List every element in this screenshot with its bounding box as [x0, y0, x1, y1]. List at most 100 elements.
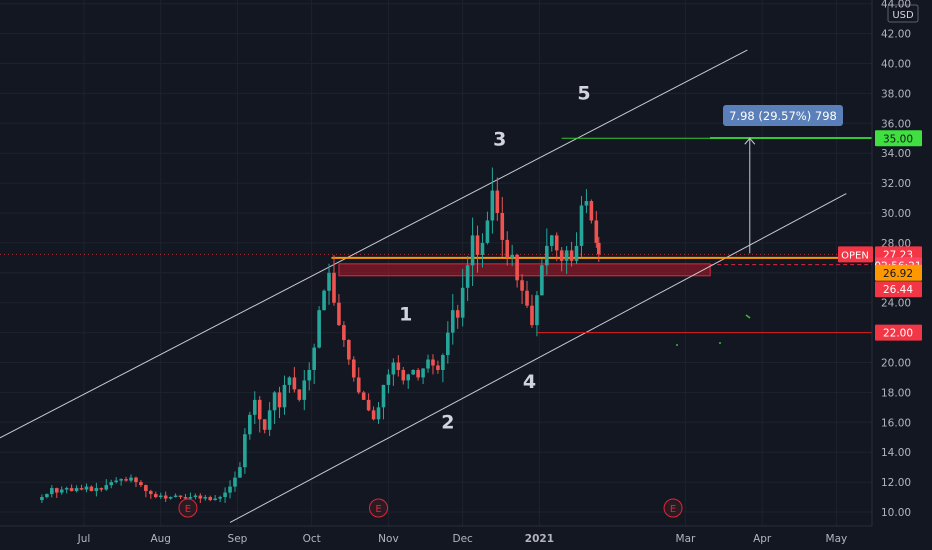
price-tick-label: 42.00: [881, 29, 911, 41]
measure-label-box: [723, 105, 843, 126]
earnings-marker[interactable]: E: [369, 498, 389, 518]
candle-body: [252, 399, 257, 415]
candle: [243, 428, 247, 474]
candle-body: [79, 488, 84, 490]
candle-body: [594, 220, 599, 243]
price-tick-label: 12.00: [881, 477, 911, 489]
candle: [119, 478, 123, 486]
candle: [436, 360, 440, 374]
green-mark: [745, 314, 751, 319]
earnings-marker[interactable]: E: [178, 498, 198, 518]
wave-label-1: 1: [399, 304, 412, 326]
candle-body: [589, 201, 594, 221]
price-label-text: 26.92: [883, 268, 913, 280]
candle-body: [262, 419, 267, 430]
candle-body: [188, 497, 193, 499]
price-label-26.44[interactable]: 26.44: [875, 281, 922, 298]
candle-body: [312, 347, 316, 370]
wave-label-5: 5: [577, 82, 590, 104]
candle-body: [554, 235, 559, 251]
candle: [287, 376, 292, 393]
price-tick-label: 30.00: [881, 208, 911, 220]
candle: [401, 366, 406, 385]
earnings-label: E: [375, 504, 381, 515]
candle: [465, 255, 470, 302]
price-label-text: 26.44: [883, 284, 913, 296]
candle-body: [376, 407, 381, 420]
price-tick-label: 40.00: [881, 59, 911, 71]
candle-body: [332, 272, 336, 303]
candle: [262, 419, 267, 434]
currency-badge[interactable]: [887, 4, 919, 23]
candle-body: [248, 414, 252, 435]
candle-body: [282, 384, 287, 408]
candle: [579, 196, 584, 258]
candle-body: [535, 295, 539, 326]
price-tick-label: 44.00: [881, 0, 911, 11]
time-tick-label: Sep: [228, 533, 248, 545]
earnings-marker[interactable]: E: [663, 498, 683, 518]
price-label-box: [875, 264, 922, 281]
candle: [535, 290, 539, 337]
price-tick-label: 36.00: [881, 118, 911, 130]
candle-body: [327, 272, 331, 291]
candle: [163, 491, 168, 502]
candle: [228, 480, 232, 499]
candle-body: [411, 369, 415, 375]
price-label-26.92[interactable]: 26.92: [875, 264, 922, 281]
wave-labels-layer: 1 2 3 4 5: [399, 82, 590, 433]
candle: [59, 486, 64, 495]
candle: [406, 373, 411, 389]
time-tick-label: Dec: [453, 533, 474, 545]
candle-body: [94, 488, 99, 492]
candle-body: [124, 479, 128, 481]
candle: [203, 494, 208, 501]
candle: [337, 294, 341, 327]
price-label-35.00[interactable]: 35.00: [875, 130, 922, 147]
candle: [597, 236, 601, 262]
candle-body: [134, 477, 138, 483]
candle: [351, 356, 356, 382]
earnings-circle: [178, 498, 198, 518]
candle: [233, 471, 237, 492]
candle: [515, 253, 519, 288]
candle: [347, 339, 351, 365]
candle: [45, 493, 49, 499]
candle: [322, 289, 326, 311]
candle-body: [64, 488, 69, 490]
candle-body: [317, 310, 321, 348]
candle-body: [460, 287, 465, 318]
time-axis[interactable]: Jul Aug Sep Oct Nov Dec 2021 Mar Apr May: [0, 525, 932, 550]
candle-body: [450, 310, 455, 333]
candle: [510, 244, 514, 267]
candle-body: [549, 235, 554, 246]
candle: [248, 411, 252, 440]
candle-body: [347, 340, 351, 360]
candle: [371, 406, 376, 421]
candle: [411, 369, 415, 376]
candle-body: [59, 489, 64, 493]
price-axis[interactable]: USD 10.00 12.00 14.00 16.00 18.00 20.00 22.00 2…: [838, 0, 932, 550]
candle: [446, 321, 450, 364]
price-label-box: [875, 324, 922, 341]
candle-body: [559, 250, 564, 261]
candle-body: [569, 250, 574, 261]
candle: [391, 358, 396, 386]
candle-body: [584, 201, 589, 206]
candle-body: [238, 467, 242, 478]
candle: [223, 487, 227, 503]
candle: [386, 369, 391, 394]
wave-label-3: 3: [493, 129, 506, 151]
candle: [540, 258, 544, 296]
candle-body: [183, 497, 188, 499]
candle: [257, 396, 262, 433]
candle: [569, 241, 574, 267]
candle: [178, 495, 183, 499]
price-tick-label: 16.00: [881, 417, 911, 429]
supply-zone-layer: [338, 263, 872, 277]
candle-body: [480, 242, 485, 255]
price-label-22.00[interactable]: 22.00: [875, 324, 922, 341]
candle: [302, 369, 307, 411]
